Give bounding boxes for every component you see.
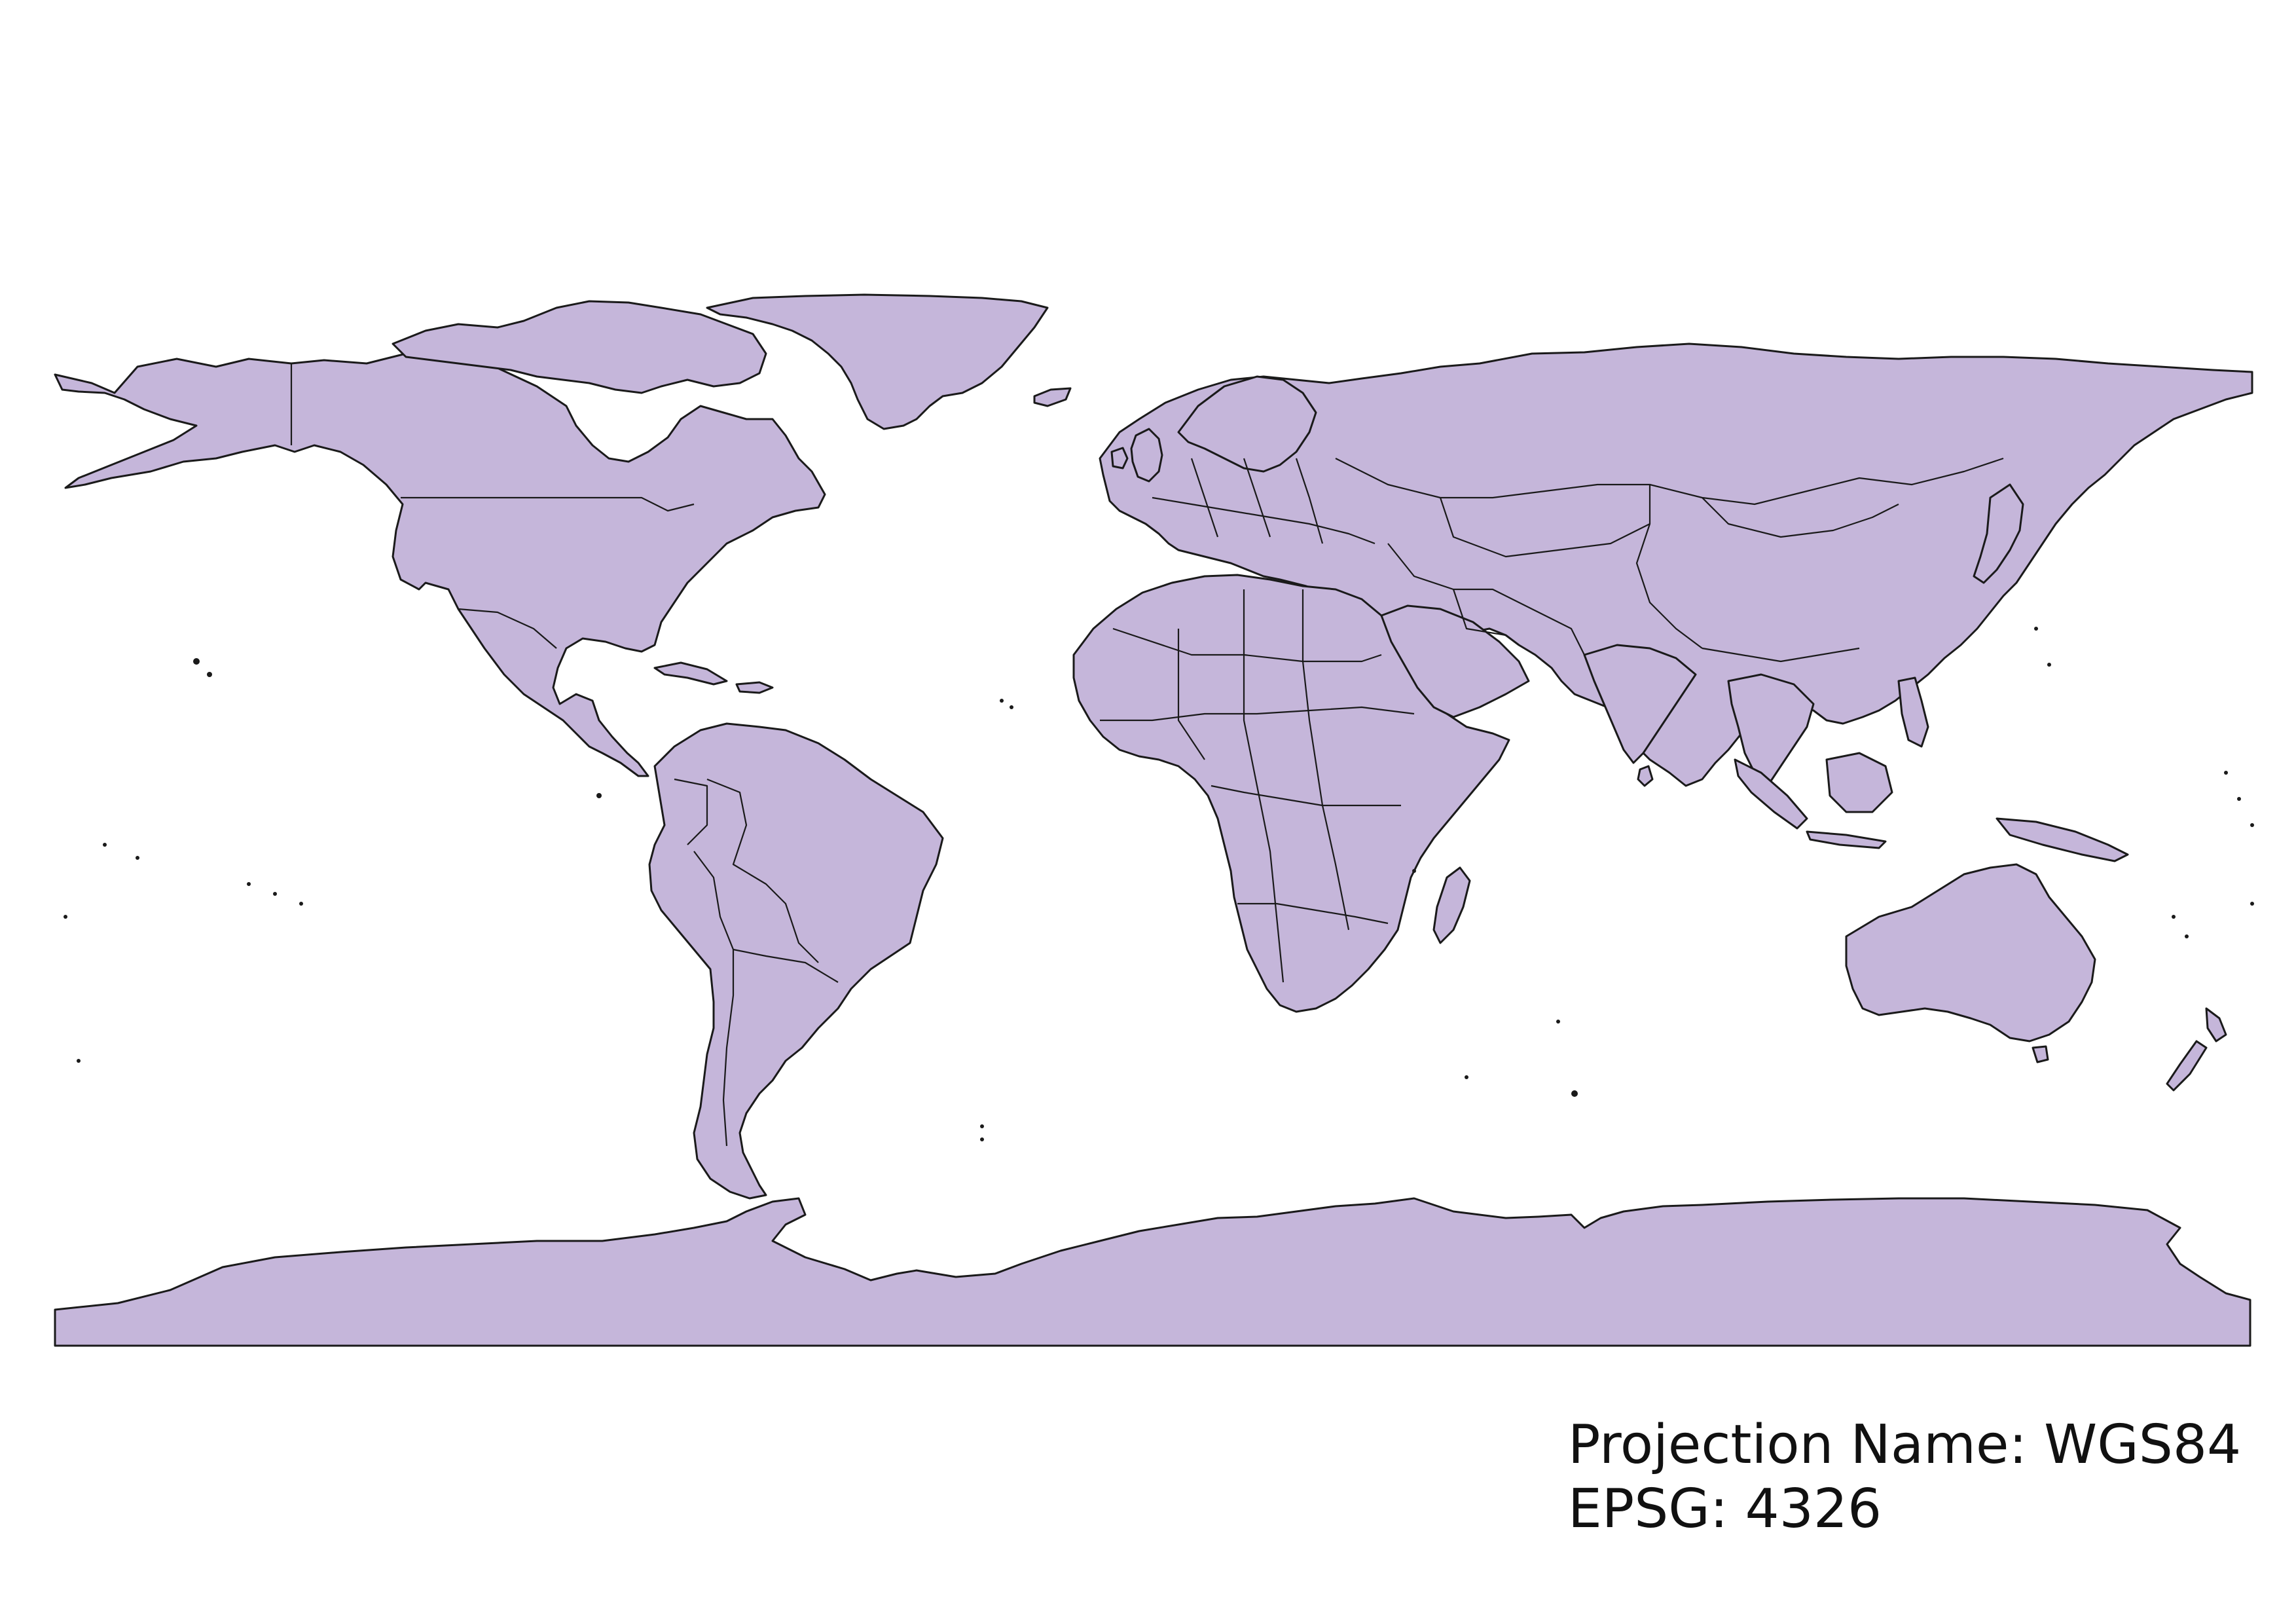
border-us-mexico xyxy=(458,608,557,649)
iceland xyxy=(1033,387,1072,407)
borneo xyxy=(1825,752,1893,813)
islet xyxy=(1000,699,1004,703)
border-africa-ns1 xyxy=(1243,589,1285,983)
border-europe-2 xyxy=(1190,458,1219,538)
islet xyxy=(1412,869,1416,873)
philippines xyxy=(1897,676,1929,748)
epsg-code-text: EPSG: 4326 xyxy=(1568,1478,1882,1540)
border-russia-south xyxy=(1335,457,2004,506)
africa xyxy=(1072,574,1510,1013)
islet xyxy=(77,1059,81,1063)
islet xyxy=(103,843,107,847)
indochina xyxy=(1727,673,1815,787)
islet xyxy=(207,672,212,677)
border-iran xyxy=(1452,589,1506,637)
border-africa-sahel xyxy=(1100,706,1415,722)
border-andes xyxy=(693,851,735,1147)
north-america xyxy=(54,352,826,777)
australia xyxy=(1845,863,2096,1043)
islet xyxy=(2034,627,2038,631)
projection-caption: Projection Name: WGS84 EPSG: 4326 xyxy=(1568,1413,2241,1541)
islet xyxy=(2224,771,2228,775)
landmasses xyxy=(54,293,2253,1347)
islet xyxy=(273,892,277,896)
border-mongolia xyxy=(1702,497,1899,538)
border-europe-1 xyxy=(1152,496,1376,545)
great-britain xyxy=(1130,428,1163,483)
india xyxy=(1583,644,1697,764)
sumatra xyxy=(1734,758,1808,830)
java xyxy=(1806,830,1887,849)
islet xyxy=(2047,663,2051,667)
antarctica xyxy=(54,1197,2251,1347)
islet xyxy=(1465,1075,1468,1079)
islet xyxy=(2250,902,2254,906)
border-china-south xyxy=(1702,647,1860,663)
cuba xyxy=(653,661,728,686)
border-colombia xyxy=(674,778,708,845)
border-us-canada xyxy=(401,496,695,512)
islet xyxy=(136,856,139,860)
arabian-peninsula xyxy=(1380,604,1530,718)
border-europe-3 xyxy=(1243,458,1271,538)
islet xyxy=(193,658,200,665)
canadian-arctic-islands xyxy=(392,300,767,394)
islet xyxy=(1556,1020,1560,1024)
sri-lanka xyxy=(1637,765,1654,787)
border-africa-south xyxy=(1237,902,1389,925)
border-africa-central xyxy=(1211,784,1401,807)
japan xyxy=(1973,483,2024,584)
islet xyxy=(1010,705,1013,709)
islet xyxy=(2250,823,2254,827)
islet xyxy=(2172,915,2176,919)
hispaniola xyxy=(735,681,774,694)
country-borders xyxy=(290,363,2004,1147)
islet xyxy=(247,882,251,886)
islet xyxy=(596,793,602,798)
border-europe-4 xyxy=(1295,458,1324,544)
projection-name-text: Projection Name: WGS84 xyxy=(1568,1414,2242,1476)
border-china-west xyxy=(1635,523,1703,649)
islet xyxy=(2237,797,2241,801)
scandinavia xyxy=(1177,375,1317,473)
new-guinea xyxy=(1995,817,2129,862)
tasmania xyxy=(2032,1045,2049,1063)
ireland xyxy=(1110,447,1129,470)
border-africa-ns3 xyxy=(1177,629,1205,760)
new-zealand xyxy=(2205,1007,2227,1043)
islet xyxy=(980,1137,984,1141)
islet xyxy=(64,915,67,919)
small-islands xyxy=(64,627,2254,1141)
border-brazil-west xyxy=(706,778,819,963)
islet xyxy=(299,902,303,906)
border-africa-ns2 xyxy=(1302,589,1350,931)
new-zealand-south xyxy=(2166,1040,2208,1092)
border-argentina-north xyxy=(733,948,839,983)
madagascar xyxy=(1432,866,1471,944)
islet xyxy=(2185,934,2189,938)
border-middle-east xyxy=(1387,543,1585,655)
islet xyxy=(1571,1090,1578,1097)
greenland xyxy=(706,293,1049,430)
islet xyxy=(980,1124,984,1128)
